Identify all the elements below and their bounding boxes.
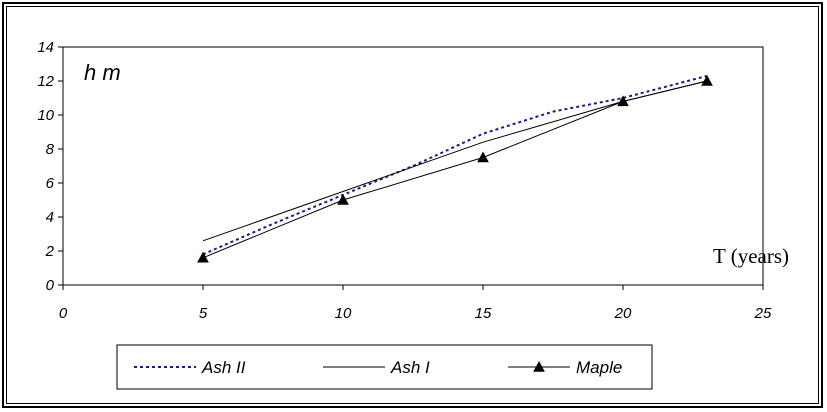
y-tick-label: 4: [46, 209, 54, 226]
x-tick-label: 10: [335, 305, 352, 322]
y-tick-label: 12: [37, 73, 54, 90]
x-axis-label: T (years): [713, 244, 789, 268]
y-tick-label: 14: [37, 39, 54, 56]
chart-frame-inner: [6, 6, 819, 404]
x-tick-label: 15: [475, 305, 492, 322]
y-tick-label: 0: [46, 277, 55, 294]
axes: 0 2 4 6 8 10 12 14 0 5 10 15 20 25: [37, 39, 772, 322]
series-line-ash-ii: [202, 74, 708, 256]
plot-area-border: [62, 46, 764, 286]
series-point-maple: [197, 251, 209, 263]
legend-label-maple: Maple: [576, 358, 622, 377]
x-tick-label: 5: [199, 305, 208, 322]
y-axis-label: h m: [84, 60, 121, 85]
series-line-maple: [202, 80, 708, 259]
legend: Ash II Ash I Maple: [116, 344, 653, 390]
x-tick-label: 0: [59, 305, 68, 322]
legend-label-ash-i: Ash I: [390, 358, 430, 377]
series-point-maple: [701, 74, 713, 86]
legend-marker-maple: [533, 360, 545, 372]
series-layer: [197, 74, 713, 263]
series-point-maple: [477, 151, 489, 163]
x-tick-label: 25: [754, 305, 772, 322]
y-tick-label: 10: [37, 107, 54, 124]
y-tick-label: 2: [45, 243, 55, 260]
series-point-maple: [337, 193, 349, 205]
legend-label-ash-ii: Ash II: [201, 358, 246, 377]
y-tick-label: 8: [46, 141, 55, 158]
series-point-maple: [617, 95, 629, 107]
series-line-ash-i: [202, 80, 708, 242]
x-tick-label: 20: [614, 305, 632, 322]
y-tick-label: 6: [46, 175, 55, 192]
chart-frame-outer: [2, 2, 823, 408]
